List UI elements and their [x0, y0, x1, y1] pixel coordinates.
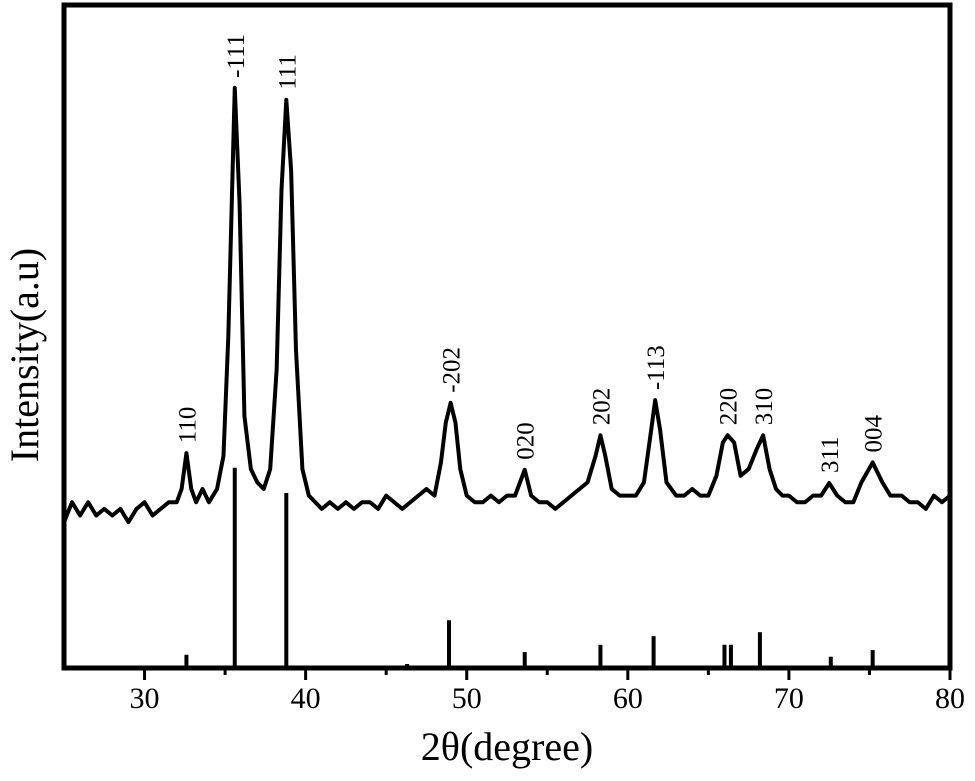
x-tick-label: 30	[130, 682, 160, 715]
peak-label: 004	[861, 414, 888, 452]
x-tick-label: 70	[774, 682, 804, 715]
x-tick-label: 50	[452, 682, 482, 715]
peak-label: 110	[174, 407, 201, 444]
x-axis-title: 2θ(degree)	[421, 724, 593, 769]
peak-label: -111	[223, 34, 250, 78]
plot-frame	[61, 2, 953, 671]
peak-label: -113	[643, 345, 670, 390]
peak-label: -202	[439, 347, 466, 393]
y-axis-title: Intensity(a.u)	[2, 248, 47, 462]
x-tick-label: 40	[291, 682, 321, 715]
xrd-curve	[62, 85, 952, 525]
peak-label: 220	[716, 388, 743, 426]
peak-label: 310	[751, 388, 778, 426]
peak-label: 111	[274, 54, 301, 90]
peak-label: 020	[513, 422, 540, 460]
x-tick-label: 80	[935, 682, 965, 715]
peak-label: 202	[588, 388, 615, 426]
peak-label: 311	[817, 436, 844, 473]
x-tick-label: 60	[613, 682, 643, 715]
